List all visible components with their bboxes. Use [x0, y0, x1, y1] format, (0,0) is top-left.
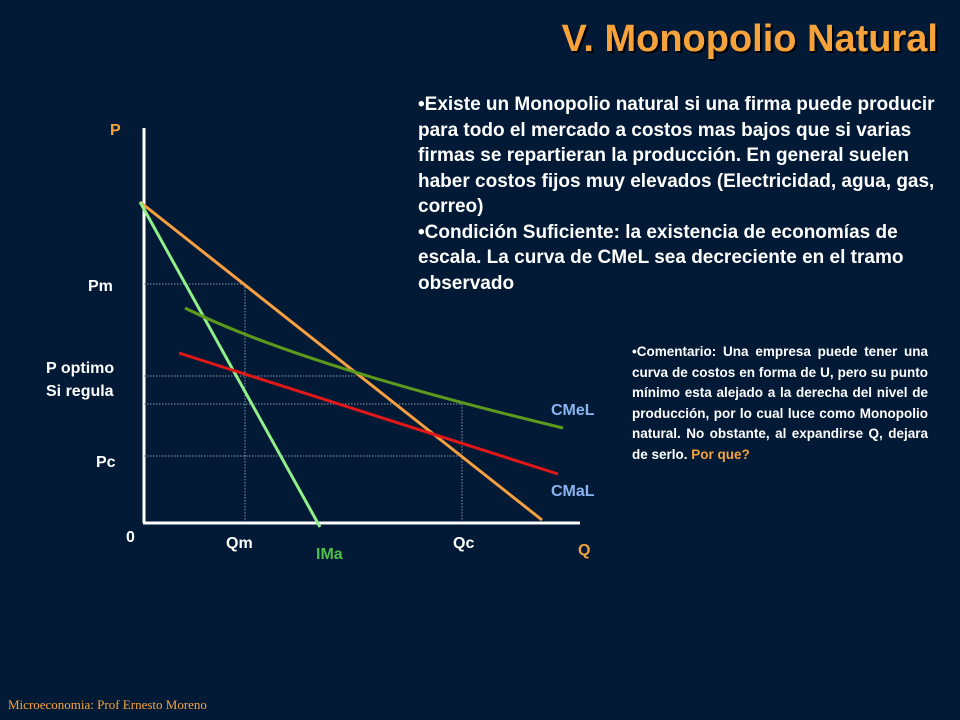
cmal-label: CMaL: [551, 483, 595, 500]
qc-label: Qc: [453, 535, 474, 552]
comment-text: •Comentario: Una empresa puede tener una…: [632, 344, 928, 462]
comment-highlight: Por que?: [691, 446, 750, 462]
y-axis-label: P: [110, 122, 121, 139]
cmel-curve: [184, 306, 564, 430]
bullet-item: •Condición Suficiente: la existencia de …: [418, 221, 904, 294]
x-axis-label: Q: [578, 542, 590, 559]
pm-label: Pm: [88, 278, 113, 295]
origin-label: 0: [126, 529, 135, 546]
footer-credit: Microeconomia: Prof Ernesto Moreno: [8, 697, 207, 712]
bullet-list: •Existe un Monopolio natural si una firm…: [418, 92, 938, 296]
p-regula-label: Si regula: [46, 383, 114, 400]
pc-label: Pc: [96, 454, 116, 471]
cmal-curve: [178, 351, 559, 476]
cmel-label: CMeL: [551, 402, 595, 419]
p-optimo-label: P optimo: [46, 360, 114, 377]
qm-label: Qm: [226, 535, 253, 552]
slide-title: V. Monopolio Natural: [561, 18, 939, 60]
ima-curve: [138, 201, 322, 528]
bullet-item: •Existe un Monopolio natural si una firm…: [418, 94, 935, 217]
demand-curve: [139, 200, 543, 522]
ima-label: IMa: [316, 546, 343, 563]
comment-box: •Comentario: Una empresa puede tener una…: [632, 342, 928, 465]
